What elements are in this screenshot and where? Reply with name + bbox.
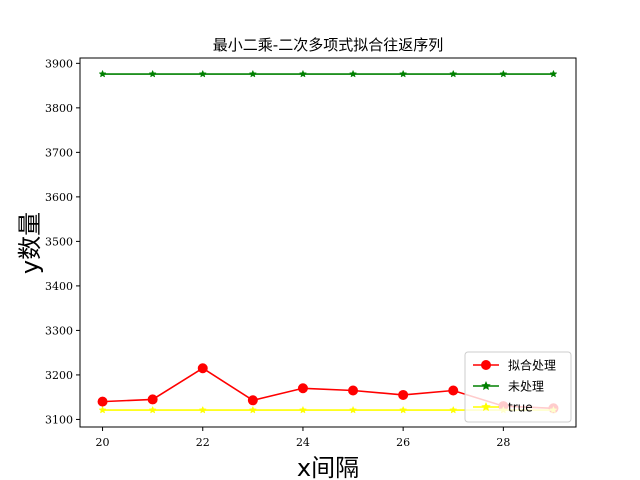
data-point: [147, 394, 158, 405]
data-point: [549, 69, 558, 78]
data-point: [348, 385, 359, 396]
data-point: [297, 383, 308, 394]
data-point: [248, 405, 257, 414]
y-tick-label: 3800: [45, 102, 73, 115]
data-point: [349, 69, 358, 78]
series-2: [98, 69, 558, 78]
y-tick-label: 3400: [45, 280, 73, 293]
x-tick-label: 28: [496, 436, 510, 449]
legend-item: true: [473, 401, 533, 415]
legend-box: [464, 351, 572, 423]
y-tick-label: 3700: [45, 146, 73, 159]
legend-swatch-marker: [481, 380, 491, 391]
x-tick-label: 26: [396, 436, 410, 449]
legend-label: 拟合处理: [508, 358, 556, 373]
data-point: [399, 69, 408, 78]
data-point: [97, 396, 108, 407]
x-tick-label: 20: [96, 436, 110, 449]
data-point: [349, 405, 358, 414]
data-point: [449, 405, 458, 414]
data-point: [448, 385, 459, 396]
data-point: [198, 69, 207, 78]
x-tick-label: 22: [196, 436, 210, 449]
legend-label: 未处理: [508, 380, 544, 394]
data-point: [148, 69, 157, 78]
y-tick-label: 3300: [45, 324, 73, 337]
plot-frame: [79, 57, 577, 428]
y-tick-label: 3200: [45, 369, 73, 382]
data-point: [298, 69, 307, 78]
data-point: [148, 405, 157, 414]
x-axis-label: x间隔: [297, 454, 359, 480]
data-point: [399, 405, 408, 414]
data-point: [247, 395, 258, 406]
legend-label: true: [508, 401, 533, 415]
legend-item: 未处理: [473, 380, 544, 394]
y-tick-label: 3500: [45, 235, 73, 248]
data-point: [98, 69, 107, 78]
y-tick-label: 3900: [45, 57, 73, 70]
data-point: [98, 405, 107, 414]
data-point: [198, 405, 207, 414]
data-point: [398, 389, 409, 400]
y-axis-ticks: 3100 3200 3300 3400 3500 3600 3700 3800 3900: [45, 57, 80, 426]
y-axis-label: y数量: [16, 212, 44, 274]
legend-swatch-marker: [481, 360, 491, 370]
chart-title: 最小二乘-二次多项式拟合往返序列: [213, 36, 443, 54]
data-point: [449, 69, 458, 78]
legend-item: 拟合处理: [473, 358, 556, 373]
data-point: [197, 363, 208, 374]
legend-swatch-marker: [481, 401, 491, 412]
y-tick-label: 3600: [45, 191, 73, 204]
y-tick-label: 3100: [45, 413, 73, 426]
data-point: [248, 69, 257, 78]
data-point: [298, 405, 307, 414]
x-tick-label: 24: [296, 436, 310, 449]
x-axis-ticks: 20 22 24 26 28: [96, 427, 510, 449]
data-point: [499, 69, 508, 78]
